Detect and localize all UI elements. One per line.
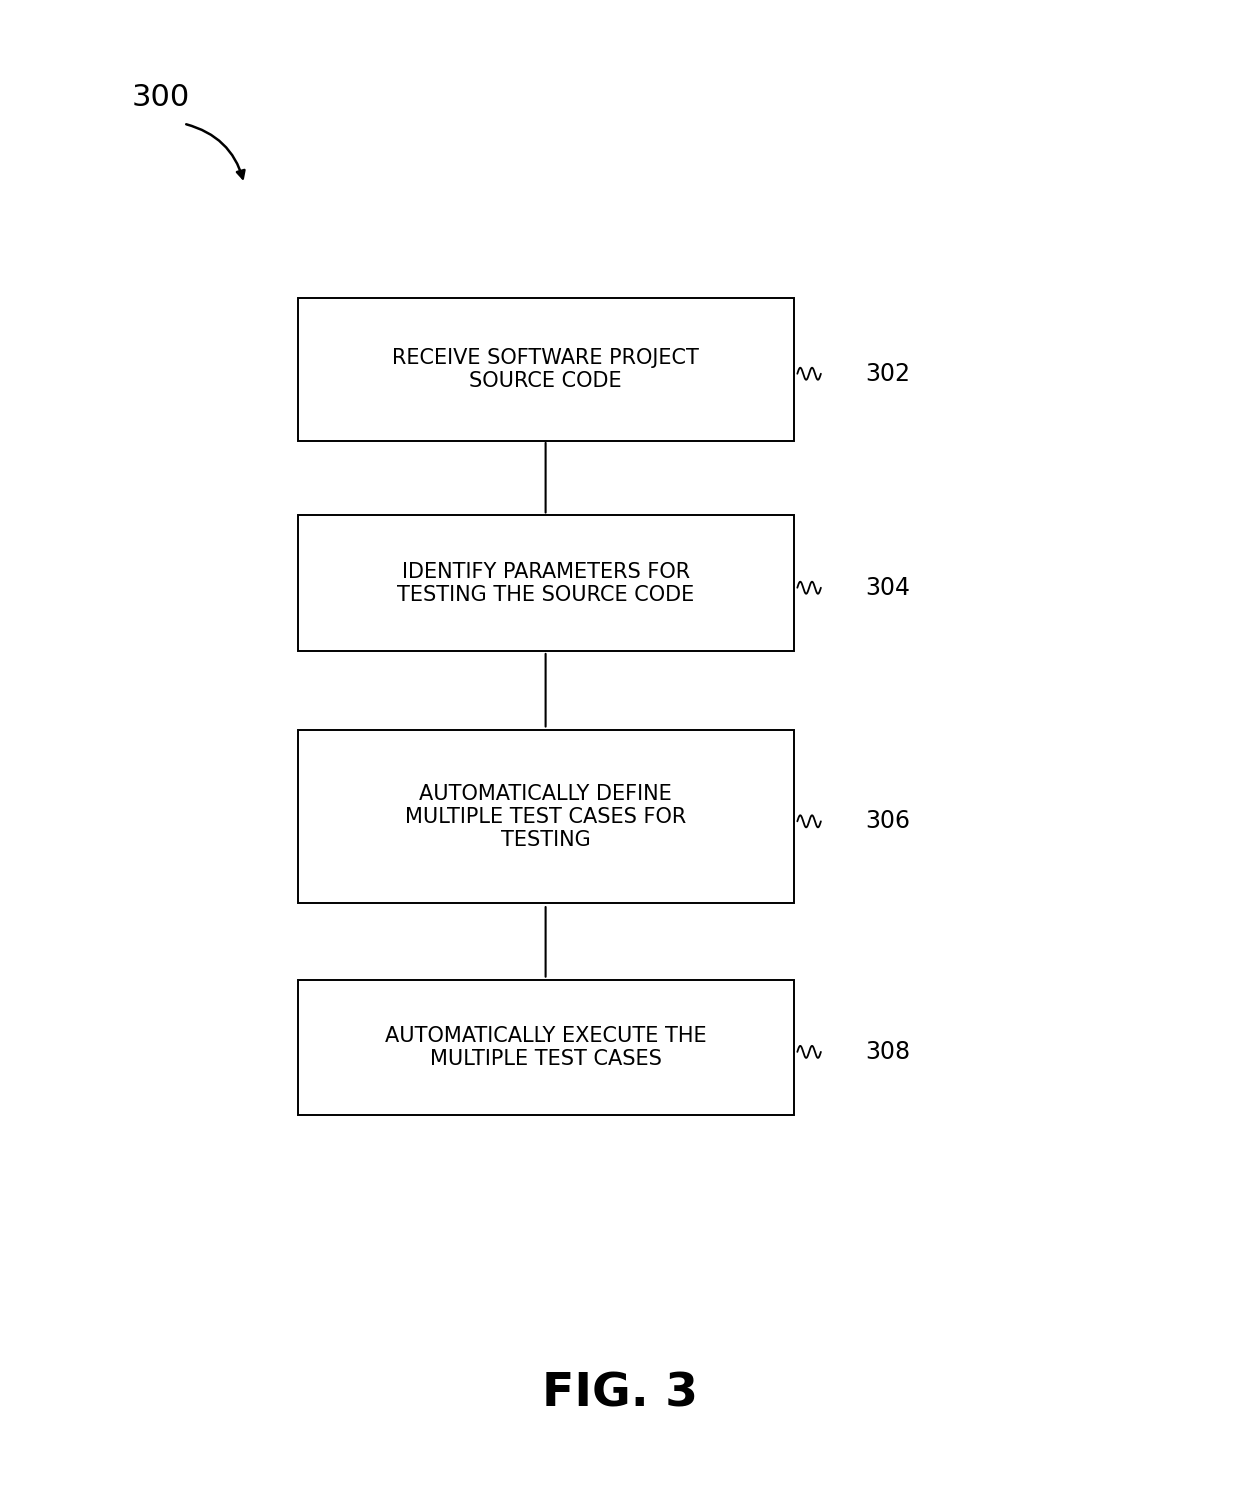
FancyBboxPatch shape	[298, 298, 794, 440]
Text: AUTOMATICALLY DEFINE
MULTIPLE TEST CASES FOR
TESTING: AUTOMATICALLY DEFINE MULTIPLE TEST CASES…	[405, 784, 686, 850]
Text: RECEIVE SOFTWARE PROJECT
SOURCE CODE: RECEIVE SOFTWARE PROJECT SOURCE CODE	[392, 348, 699, 390]
Text: 300: 300	[133, 83, 190, 113]
FancyBboxPatch shape	[298, 729, 794, 904]
Text: FIG. 3: FIG. 3	[542, 1371, 698, 1417]
Text: 308: 308	[866, 1040, 910, 1064]
Text: IDENTIFY PARAMETERS FOR
TESTING THE SOURCE CODE: IDENTIFY PARAMETERS FOR TESTING THE SOUR…	[397, 562, 694, 604]
Text: AUTOMATICALLY EXECUTE THE
MULTIPLE TEST CASES: AUTOMATICALLY EXECUTE THE MULTIPLE TEST …	[384, 1026, 707, 1068]
FancyBboxPatch shape	[298, 980, 794, 1115]
Text: 302: 302	[866, 362, 910, 386]
Text: 304: 304	[866, 576, 910, 600]
FancyBboxPatch shape	[298, 515, 794, 651]
Text: 306: 306	[866, 809, 910, 833]
